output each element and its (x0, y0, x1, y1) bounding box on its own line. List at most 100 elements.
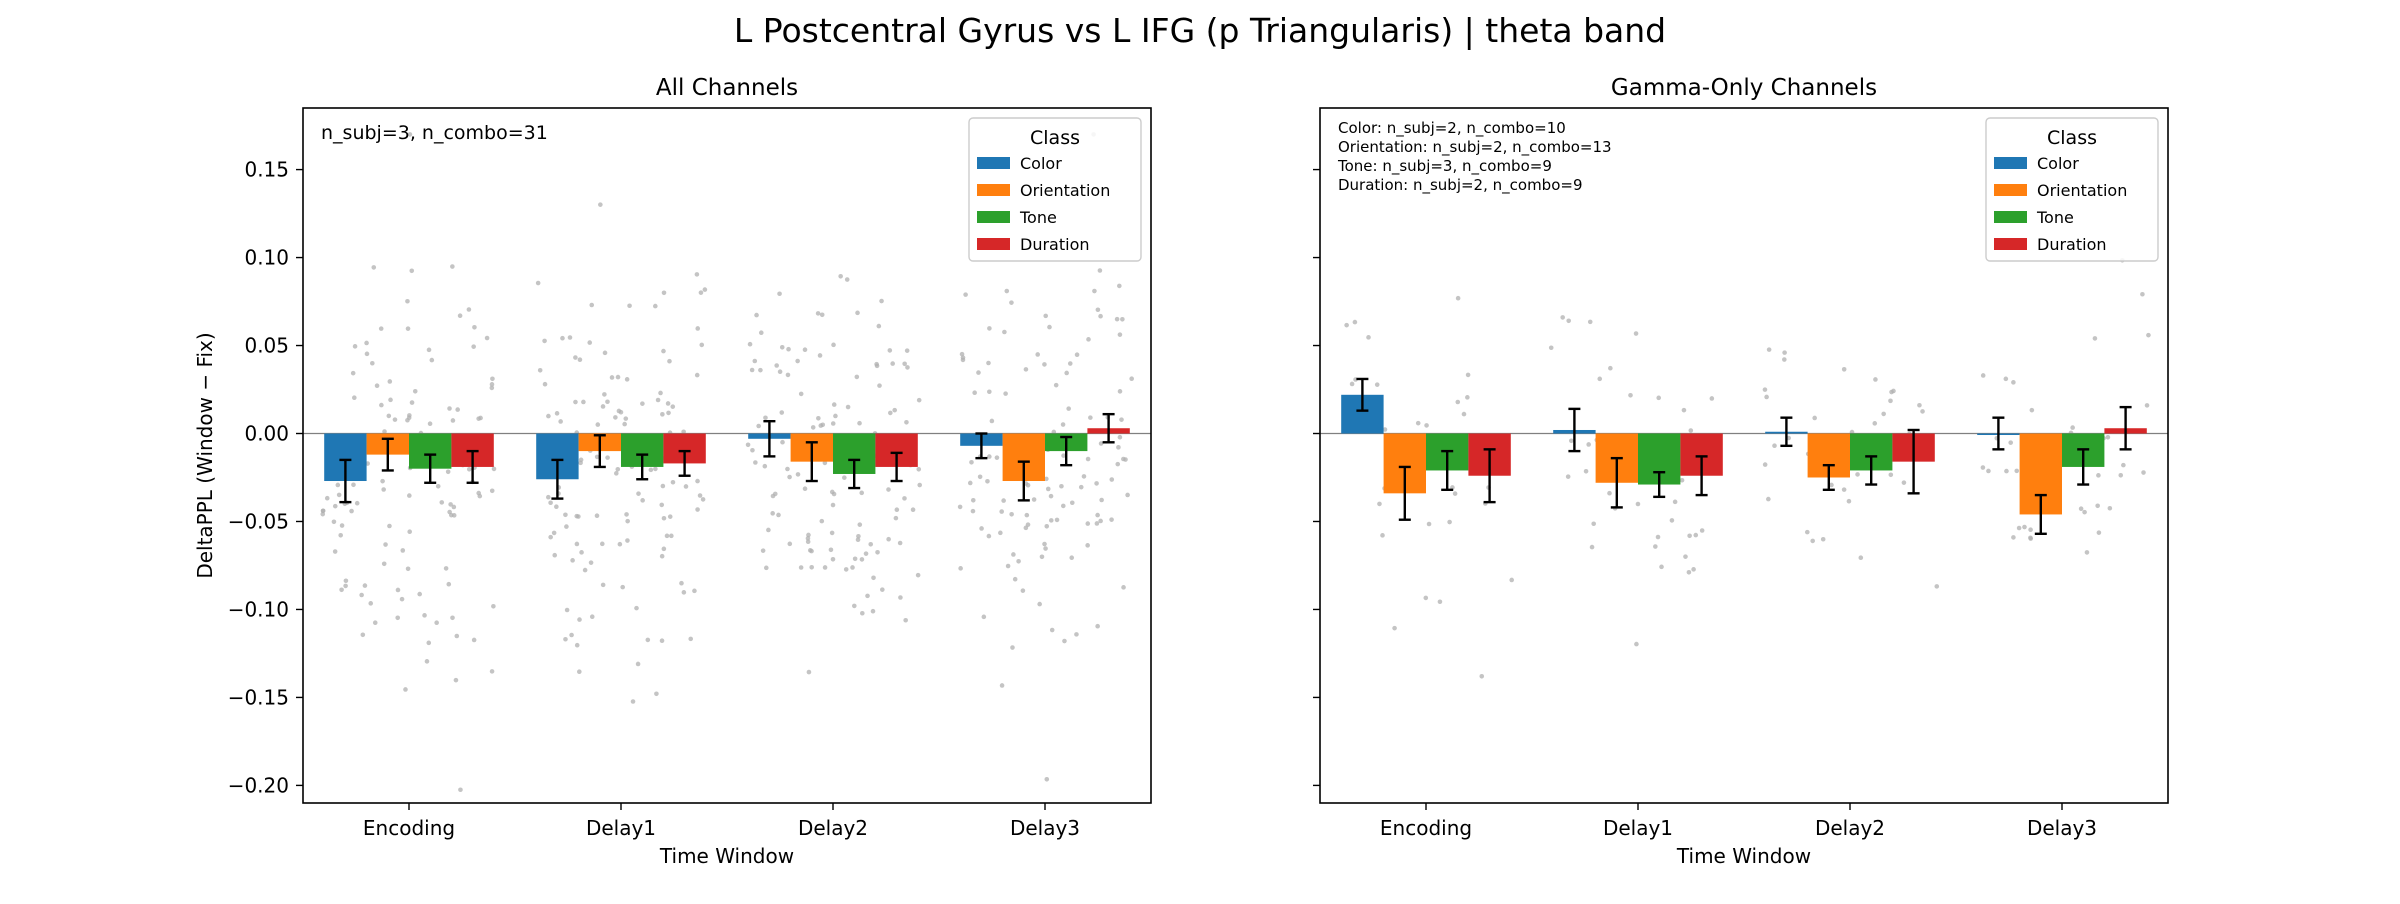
scatter-point (985, 478, 990, 484)
scatter-point (1047, 324, 1052, 330)
x-tick-label: Delay3 (1010, 816, 1080, 840)
scatter-point (1382, 427, 1388, 432)
scatter-point (570, 558, 575, 563)
scatter-point (360, 632, 366, 638)
scatter-point (455, 407, 460, 412)
error-bar (1653, 471, 1666, 499)
scatter-point (2118, 472, 2124, 478)
scatter-point (634, 605, 639, 611)
scatter-point (894, 507, 900, 513)
legend-swatch-color (977, 157, 1010, 169)
scatter-point (981, 614, 987, 620)
scatter-point (972, 390, 977, 396)
scatter-point (856, 533, 861, 539)
scatter-point (695, 326, 701, 331)
scatter-point (785, 372, 791, 378)
scatter-point (1005, 563, 1011, 569)
scatter-point (2022, 524, 2027, 530)
scatter-point (324, 495, 330, 501)
scatter-point (439, 500, 445, 505)
scatter-point (681, 590, 687, 595)
annotation-text: Color: n_subj=2, n_combo=10 (1338, 119, 1566, 138)
scatter-point (1115, 461, 1121, 467)
scatter-point (859, 490, 865, 496)
scatter-point (1891, 388, 1896, 394)
scatter-point (1039, 554, 1045, 560)
scatter-point (364, 340, 369, 346)
scatter-point (970, 508, 976, 514)
scatter-point (694, 372, 700, 378)
scatter-point (655, 397, 661, 403)
scatter-point (700, 497, 706, 502)
scatter-point (695, 478, 700, 484)
scatter-point (892, 407, 898, 413)
scatter-point (450, 264, 455, 269)
legend-label-orientation: Orientation (1020, 181, 1110, 200)
legend-title: Class (2047, 127, 2097, 149)
scatter-point (1672, 499, 1678, 505)
scatter-point (1509, 577, 1515, 583)
scatter-point (910, 507, 916, 512)
scatter-point (1548, 345, 1554, 351)
scatter-point (1881, 411, 1886, 417)
scatter-point (1352, 319, 1358, 325)
scatter-point (489, 385, 495, 391)
scatter-point (893, 515, 899, 521)
scatter-point (450, 615, 455, 621)
scatter-point (1766, 496, 1771, 502)
scatter-point (407, 132, 413, 137)
legend-label-tone: Tone (1019, 208, 1057, 227)
scatter-point (370, 360, 375, 366)
scatter-point (987, 454, 992, 459)
scatter-point (1888, 472, 1894, 478)
error-bar (1865, 455, 1878, 486)
scatter-point (1044, 476, 1049, 482)
scatter-point (567, 335, 573, 340)
scatter-point (916, 466, 922, 472)
scatter-point (960, 357, 966, 363)
scatter-point (489, 382, 495, 387)
annotation-text: Orientation: n_subj=2, n_combo=13 (1338, 138, 1612, 157)
scatter-point (2144, 403, 2150, 408)
scatter-point (426, 640, 432, 646)
scatter-point (830, 557, 836, 562)
scatter-point (645, 637, 651, 643)
scatter-point (2141, 470, 2146, 475)
scatter-point (429, 357, 435, 363)
scatter-point (702, 287, 708, 292)
scatter-point (957, 504, 963, 510)
scatter-point (829, 489, 835, 495)
scatter-point (490, 376, 495, 382)
scatter-point (787, 541, 793, 547)
scatter-point (1591, 521, 1596, 527)
scatter-point (970, 497, 976, 503)
scatter-point (1117, 283, 1122, 289)
scatter-point (831, 342, 836, 348)
scatter-point (1023, 367, 1029, 372)
scatter-point (1980, 465, 1986, 470)
scatter-point (1117, 389, 1123, 394)
scatter-point (602, 350, 608, 356)
scatter-point (802, 486, 808, 492)
scatter-point (640, 498, 645, 503)
scatter-point (407, 493, 412, 498)
scatter-point (1116, 445, 1121, 450)
scatter-point (1085, 521, 1091, 526)
error-bar (1822, 463, 1835, 492)
scatter-point (754, 312, 759, 318)
scatter-point (874, 361, 879, 367)
scatter-point (758, 367, 763, 373)
scatter-point (1447, 519, 1452, 525)
scatter-point (392, 417, 398, 422)
scatter-point (406, 415, 412, 421)
scatter-point (624, 512, 629, 517)
scatter-point (605, 455, 610, 460)
scatter-point (1461, 411, 1467, 417)
scatter-point (842, 475, 847, 480)
scatter-point (422, 613, 427, 618)
scatter-point (447, 509, 452, 515)
scatter-point (542, 381, 548, 387)
scatter-point (822, 565, 828, 570)
scatter-point (798, 391, 804, 397)
scatter-point (351, 482, 356, 488)
